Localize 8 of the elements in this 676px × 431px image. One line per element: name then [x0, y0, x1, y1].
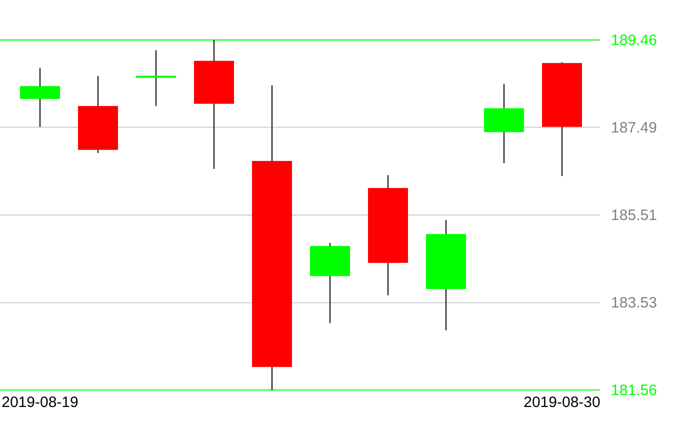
candlestick — [136, 50, 176, 107]
x-tick-label: 2019-08-30 — [524, 394, 600, 411]
x-tick-label: 2019-08-19 — [2, 394, 78, 411]
y-tick-label: 189.46 — [611, 32, 657, 49]
y-tick-label: 181.56 — [611, 382, 657, 399]
y-tick-label: 183.53 — [611, 294, 657, 312]
y-tick-label: 185.51 — [611, 207, 657, 224]
y-tick-label: 187.49 — [611, 119, 657, 136]
